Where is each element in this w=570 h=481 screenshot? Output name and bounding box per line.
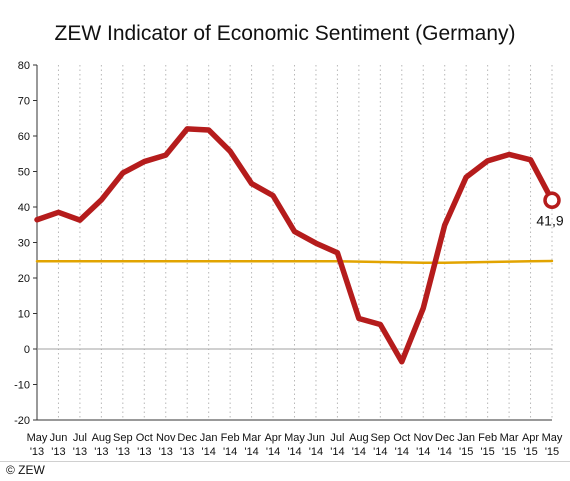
x-tick-label-month: Jun [307, 432, 325, 444]
x-tick-label-year: '13 [94, 446, 108, 458]
grid-lines [36, 65, 553, 420]
x-tick-label-year: '14 [244, 446, 258, 458]
x-tick-label-year: '13 [51, 446, 65, 458]
x-tick-label-year: '14 [201, 446, 215, 458]
y-tick-label: 0 [24, 344, 30, 356]
y-tick-label: 60 [18, 131, 30, 143]
x-tick-label-year: '13 [180, 446, 194, 458]
end-point-marker [543, 191, 561, 210]
y-tick-label: 50 [18, 167, 30, 179]
x-tick-label-year: '14 [416, 446, 430, 458]
x-tick-label-year: '15 [480, 446, 494, 458]
x-tick-label-month: Jun [50, 432, 68, 444]
x-tick-label-year: '14 [309, 446, 323, 458]
x-tick-label-year: '14 [330, 446, 344, 458]
x-tick-label-month: Sep [371, 432, 391, 444]
x-tick-label-month: Nov [413, 432, 433, 444]
x-tick-label-year: '13 [137, 446, 151, 458]
footer-bar: © ZEW [0, 461, 570, 481]
x-tick-label-year: '14 [373, 446, 387, 458]
x-tick-label-year: '15 [459, 446, 473, 458]
x-tick-label-month: Jan [200, 432, 218, 444]
x-tick-label-month: Sep [113, 432, 133, 444]
x-tick-label-month: Apr [264, 432, 281, 444]
y-tick-label: 80 [18, 60, 30, 72]
x-tick-label-year: '13 [30, 446, 44, 458]
x-tick-label-month: Nov [156, 432, 176, 444]
x-tick-label-year: '14 [223, 446, 237, 458]
x-tick-label-month: Apr [522, 432, 539, 444]
y-tick-label: -10 [14, 380, 30, 392]
x-tick-label-year: '14 [287, 446, 301, 458]
x-tick-label-year: '14 [266, 446, 280, 458]
end-value-label: 41,9 [536, 212, 563, 228]
x-tick-label-year: '15 [523, 446, 537, 458]
y-tick-label: -20 [14, 415, 30, 427]
x-tick-label-year: '14 [438, 446, 452, 458]
x-tick-label-year: '14 [395, 446, 409, 458]
x-tick-label-month: Aug [92, 432, 112, 444]
series-lines [34, 126, 555, 365]
x-tick-label-year: '13 [73, 446, 87, 458]
x-tick-label-month: Jul [73, 432, 87, 444]
x-tick-label-month: Oct [393, 432, 410, 444]
x-axis: May'13Jun'13Jul'13Aug'13Sep'13Oct'13Nov'… [27, 419, 563, 458]
x-tick-label-month: Oct [136, 432, 153, 444]
x-tick-label-month: May [284, 432, 305, 444]
x-tick-label-year: '15 [545, 446, 559, 458]
x-tick-label-month: Mar [500, 432, 519, 444]
y-tick-label: 20 [18, 273, 30, 285]
x-tick-label-month: Jan [457, 432, 475, 444]
x-tick-label-year: '13 [116, 446, 130, 458]
y-tick-label: 70 [18, 96, 30, 108]
y-tick-label: 10 [18, 309, 30, 321]
chart-title: ZEW Indicator of Economic Sentiment (Ger… [54, 22, 516, 45]
x-tick-label-month: Feb [221, 432, 240, 444]
x-tick-label-year: '14 [352, 446, 366, 458]
x-tick-label-month: Dec [177, 432, 197, 444]
x-tick-label-year: '13 [159, 446, 173, 458]
copyright-text: © ZEW [6, 463, 45, 477]
x-tick-label-month: Dec [435, 432, 455, 444]
average-line [35, 259, 554, 264]
y-axis: -20 -10 0 10 20 30 40 50 60 70 80 [14, 60, 552, 427]
x-tick-label-year: '15 [502, 446, 516, 458]
y-tick-label: 30 [18, 238, 30, 250]
x-tick-label-month: May [27, 432, 48, 444]
x-tick-label-month: Aug [349, 432, 369, 444]
end-marker-group: 41,9 [536, 191, 564, 228]
x-tick-label-month: Jul [330, 432, 344, 444]
y-tick-label: 40 [18, 202, 30, 214]
sentiment-line [34, 126, 555, 365]
x-tick-label-month: Feb [478, 432, 497, 444]
x-tick-label-month: May [542, 432, 563, 444]
x-tick-label-month: Mar [242, 432, 261, 444]
